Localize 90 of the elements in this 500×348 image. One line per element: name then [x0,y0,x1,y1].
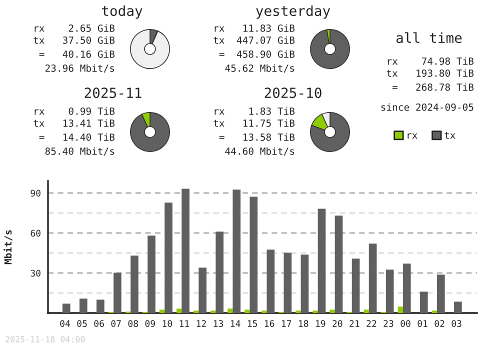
chart-title: 2025-10 [264,88,322,98]
bar [436,274,445,313]
bar [330,310,335,313]
bar [300,254,309,313]
text: 85.40 Mbit/s [45,147,114,156]
donut-slice [310,28,350,70]
bar [266,250,275,313]
x-tick-label: 11 [180,320,190,327]
text: tx 193.80 TiB [386,69,474,77]
bar [198,268,206,313]
x-tick-label: 00 [400,320,410,327]
text: tx 11.75 TiB [214,119,295,127]
bar [318,208,326,313]
x-tick-label: 01 [418,320,428,327]
bar [284,252,292,313]
bar [216,232,224,313]
bar [334,216,343,313]
text: = 40.16 GiB [39,50,115,58]
x-tick-label: 08 [128,320,138,327]
text: since 2024-09-05 [381,103,474,111]
y-tick-label: 60 [30,230,40,237]
text: tx 13.41 TiB [34,119,115,127]
y-tick-label: 90 [30,190,40,197]
x-tick-label: 15 [248,320,257,327]
text: 23.96 Mbit/s [45,64,114,73]
x-tick-label: 20 [332,320,342,327]
bar [420,292,428,313]
y-tick-label: 30 [30,270,40,277]
x-tick-label: 12 [196,320,206,327]
y-axis-title: Mbit/s [4,230,12,264]
text: = 268.78 TiB [392,83,474,91]
text: rx 2.65 GiB [34,24,115,32]
text: rx 0.99 TiB [34,107,115,115]
bar [352,258,360,313]
x-tick-label: 21 [350,320,360,327]
bar [454,302,462,313]
legend-label: tx [444,132,456,139]
bar [130,256,138,313]
x-tick-label: 04 [60,320,70,327]
x-tick-label: 23 [384,320,394,327]
x-tick-label: 17 [282,320,292,327]
x-tick-label: 22 [366,320,376,327]
text: = 458.90 GiB [219,50,295,58]
bar [96,300,104,313]
text: = 14.40 TiB [39,133,115,141]
bar [164,202,172,313]
text: tx 447.07 GiB [214,36,295,44]
legend-label: rx [408,133,418,139]
text: = 13.58 TiB [219,133,295,141]
x-tick-label: 14 [230,320,240,327]
chart-title: yesterday [256,5,330,19]
bar [368,244,377,313]
x-tick-label: 09 [145,320,155,327]
bar [79,298,88,313]
chart-title: today [102,5,142,19]
x-tick-label: 05 [77,320,87,327]
donut-slice [130,112,170,152]
bar [228,308,233,313]
bar [176,308,182,313]
bar [148,236,156,313]
x-tick-label: 07 [111,320,121,327]
bar [402,264,411,313]
bar [232,190,241,313]
x-tick-label: 16 [264,320,274,327]
x-tick-label: 06 [94,320,104,327]
bar [62,304,70,313]
text: rx 74.98 TiB [388,57,474,65]
text: all time [396,32,462,44]
bar [398,306,403,313]
bar [386,270,394,313]
bar [250,196,258,313]
x-tick-label: 13 [214,320,223,327]
x-tick-label: 10 [162,320,172,327]
bar [244,310,250,313]
bar [160,310,165,313]
x-tick-label: 03 [452,320,462,327]
donut-slice [130,28,170,70]
donut-slice [310,112,350,152]
text: 44.60 Mbit/s [225,147,294,156]
x-tick-label: 02 [434,320,444,327]
text: 45.62 Mbit/s [225,64,294,73]
bar [182,188,190,313]
x-tick-label: 18 [299,320,308,327]
text: rx 1.83 TiB [214,107,295,115]
bar [364,310,369,313]
text: tx 37.50 GiB [34,36,115,44]
text: rx 11.83 GiB [214,24,295,32]
bar [114,272,122,313]
chart-title: 2025-11 [84,88,142,98]
x-tick-label: 19 [316,320,326,327]
